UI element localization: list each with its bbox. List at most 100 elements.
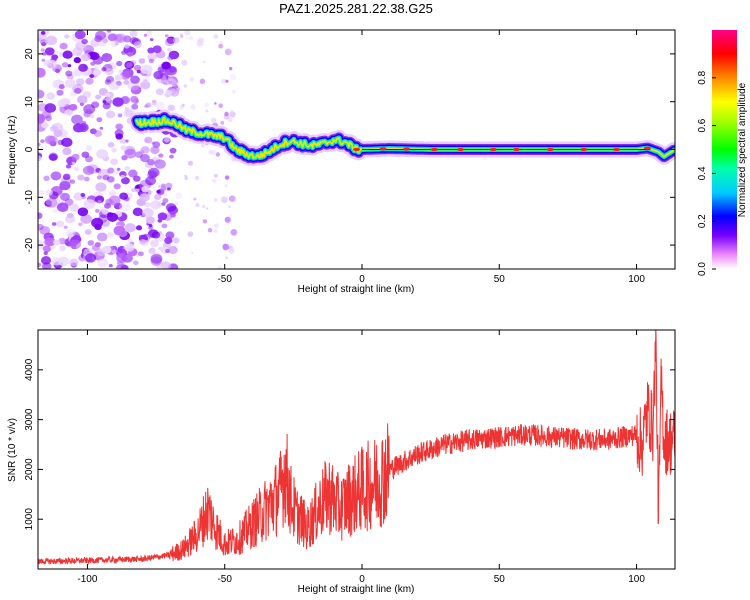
noise-point <box>228 195 236 203</box>
noise-point <box>158 246 164 251</box>
noise-point <box>191 251 194 254</box>
x-tick-label: 100 <box>628 574 645 585</box>
noise-point <box>158 69 167 76</box>
noise-point <box>85 77 94 85</box>
noise-point <box>38 33 47 42</box>
noise-point <box>45 115 53 122</box>
noise-point <box>140 154 150 163</box>
noise-point <box>69 179 76 184</box>
noise-point <box>147 53 157 62</box>
noise-point <box>165 182 173 189</box>
noise-point <box>57 139 64 146</box>
noise-point <box>38 115 45 124</box>
noise-point <box>139 193 150 202</box>
noise-point <box>218 103 223 109</box>
noise-point <box>62 173 71 181</box>
noise-point <box>46 59 58 69</box>
noise-point <box>124 243 135 252</box>
noise-point <box>155 101 166 110</box>
noise-point <box>110 40 119 48</box>
noise-point <box>53 239 61 246</box>
noise-point <box>161 223 168 229</box>
noise-point <box>206 207 209 210</box>
noise-point <box>225 184 228 187</box>
noise-point <box>94 35 103 43</box>
noise-point <box>165 203 177 212</box>
noise-point <box>152 45 162 54</box>
noise-point <box>45 197 55 206</box>
noise-point <box>38 262 42 267</box>
noise-point <box>108 263 113 268</box>
noise-point <box>116 167 121 171</box>
y-tick-label: 20 <box>24 48 35 60</box>
noise-point <box>229 73 237 81</box>
noise-point <box>66 212 74 219</box>
noise-point <box>69 258 79 267</box>
ridge-peak <box>353 147 360 152</box>
noise-point <box>73 166 80 172</box>
noise-point <box>112 97 124 107</box>
noise-point <box>224 48 232 56</box>
noise-point <box>135 185 140 189</box>
noise-point <box>93 130 102 138</box>
ridge-peak <box>489 147 497 152</box>
noise-point <box>124 223 136 233</box>
noise-point <box>53 50 59 55</box>
noise-point <box>110 158 119 166</box>
y-tick-label: 2000 <box>24 458 35 481</box>
noise-point <box>101 220 110 228</box>
noise-point <box>69 103 78 111</box>
noise-point <box>38 189 45 196</box>
noise-point <box>199 78 206 85</box>
noise-point <box>107 167 115 174</box>
noise-point <box>229 214 233 218</box>
noise-point <box>148 58 155 64</box>
noise-point <box>105 92 111 97</box>
noise-point <box>168 50 180 60</box>
colorbar-gradient <box>712 30 737 269</box>
noise-point <box>64 34 70 39</box>
noise-point <box>84 229 92 235</box>
noise-point <box>148 247 156 255</box>
spectrogram-xlabel: Height of straight line (km) <box>298 284 415 295</box>
noise-point <box>124 166 131 171</box>
frequency-ridge <box>128 109 675 167</box>
noise-point <box>45 35 58 46</box>
noise-point <box>102 100 107 104</box>
noise-point <box>108 80 121 90</box>
noise-point <box>113 225 126 236</box>
noise-point <box>59 42 68 50</box>
y-tick-label: 4000 <box>24 358 35 381</box>
noise-point <box>119 192 129 200</box>
noise-point <box>38 89 45 99</box>
noise-point <box>94 242 101 248</box>
noise-point <box>115 263 127 269</box>
noise-point <box>187 160 194 166</box>
noise-point <box>154 159 166 169</box>
noise-point <box>210 117 217 123</box>
noise-point <box>150 252 163 263</box>
colorbar-label: Normalized spectral amplitude <box>737 82 748 217</box>
x-tick-label: 50 <box>494 274 506 285</box>
noise-point <box>127 51 133 57</box>
noise-point <box>75 78 85 86</box>
noise-point <box>176 80 180 84</box>
noise-point <box>118 69 123 74</box>
x-tick-label: 0 <box>359 274 365 285</box>
noise-point <box>230 228 238 236</box>
noise-point <box>120 145 127 151</box>
colorbar: 0.0 0.2 0.4 0.6 0.8 Normalized spectral ampl… <box>697 30 748 276</box>
noise-point <box>124 148 137 159</box>
noise-point <box>80 193 86 197</box>
colorbar-tick-label: 0.6 <box>697 118 708 132</box>
noise-point <box>148 223 153 228</box>
noise-point <box>224 175 230 180</box>
noise-point <box>167 47 172 52</box>
noise-point <box>149 239 159 248</box>
noise-point <box>229 66 233 71</box>
noise-point <box>201 43 204 46</box>
noise-point <box>164 34 169 38</box>
noise-point <box>65 70 73 77</box>
noise-point <box>46 92 56 100</box>
